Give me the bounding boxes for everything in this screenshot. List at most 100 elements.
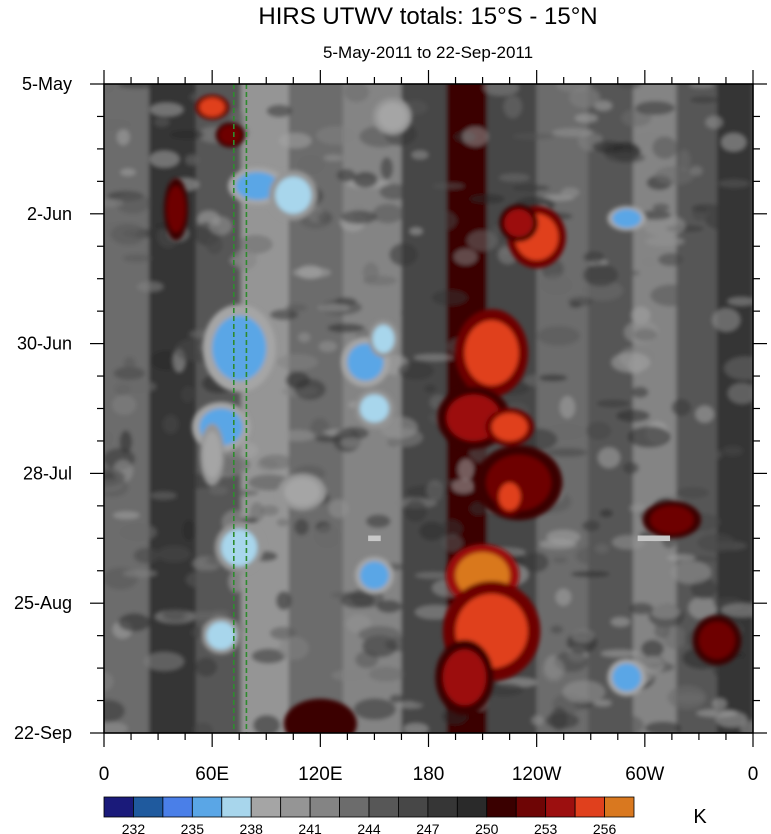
texture-cell xyxy=(712,308,741,332)
texture-cell xyxy=(629,504,647,513)
texture-cell xyxy=(695,405,715,423)
texture-cell xyxy=(705,116,723,129)
feature-core-1 xyxy=(219,125,242,145)
texture-cell xyxy=(641,257,658,267)
texture-cell xyxy=(432,182,465,190)
texture-cell xyxy=(635,101,675,115)
colorbar-swatch-3 xyxy=(191,796,223,818)
texture-cell xyxy=(104,477,129,498)
texture-cell xyxy=(645,236,685,247)
texture-cell xyxy=(228,570,245,593)
texture-cell xyxy=(419,521,445,541)
texture-cell xyxy=(546,447,588,458)
x-axis-ticks: 0 60E 120E 180 120W 60W 0 xyxy=(99,70,758,785)
texture-cell xyxy=(104,430,114,447)
x-tick-label-0: 0 xyxy=(99,764,110,785)
feature-core-23 xyxy=(442,649,487,706)
texture-cell xyxy=(250,397,287,416)
texture-cell xyxy=(110,223,147,246)
texture-cell xyxy=(133,547,160,564)
colorbar-swatch-0 xyxy=(103,796,134,818)
texture-cell xyxy=(249,502,265,523)
texture-cell xyxy=(118,613,151,632)
feature-core-19 xyxy=(498,482,521,511)
colorbar-label-3: 241 xyxy=(298,821,322,834)
texture-cell xyxy=(678,149,691,173)
missing-data-1 xyxy=(637,535,671,542)
texture-cell xyxy=(537,325,580,346)
texture-cell xyxy=(239,234,273,254)
texture-cell xyxy=(298,332,311,343)
texture-cell xyxy=(717,179,751,188)
reference-lines xyxy=(233,84,248,733)
texture-cell xyxy=(451,478,476,494)
texture-cell xyxy=(542,658,565,682)
texture-cell xyxy=(540,274,573,296)
texture-cell xyxy=(592,129,614,136)
texture-cell xyxy=(412,240,434,248)
texture-cell xyxy=(687,231,701,254)
texture-cell xyxy=(358,625,401,643)
texture-cell xyxy=(343,84,370,103)
texture-cell xyxy=(285,303,308,312)
texture-cell xyxy=(531,715,544,726)
texture-cell xyxy=(104,699,125,723)
texture-cell xyxy=(561,187,580,198)
texture-cell xyxy=(650,604,681,620)
texture-cell xyxy=(208,216,233,236)
texture-cell xyxy=(667,554,696,562)
colorbar-swatch-4 xyxy=(221,796,252,818)
texture-cell xyxy=(209,486,228,495)
texture-cell xyxy=(362,262,379,283)
texture-cell xyxy=(182,519,196,542)
texture-cell xyxy=(469,194,505,204)
texture-cell xyxy=(353,171,378,188)
texture-cell xyxy=(671,560,712,585)
texture-cell xyxy=(285,371,311,389)
texture-cell xyxy=(658,253,684,267)
texture-cell xyxy=(276,591,292,611)
texture-cell xyxy=(276,354,319,371)
background-bands xyxy=(104,84,753,733)
colorbar-swatch-15 xyxy=(545,796,576,818)
feature-core-0 xyxy=(199,97,225,117)
texture-cell xyxy=(409,227,423,236)
texture-cell xyxy=(162,609,189,622)
texture-cell xyxy=(104,672,114,692)
texture-cell xyxy=(425,209,458,232)
texture-cell xyxy=(144,651,185,671)
texture-cell xyxy=(675,486,710,499)
texture-cell xyxy=(185,569,228,590)
texture-cell xyxy=(644,721,682,733)
texture-cell xyxy=(616,409,650,423)
texture-cell xyxy=(611,352,651,373)
colorbar-swatch-13 xyxy=(486,796,517,818)
texture-cell xyxy=(111,394,137,416)
texture-cell xyxy=(570,570,610,578)
texture-cell xyxy=(523,552,549,573)
colorbar-label-6: 250 xyxy=(475,821,499,834)
texture-cell xyxy=(313,524,341,549)
texture-cell xyxy=(503,95,523,119)
texture-cell xyxy=(411,150,429,160)
y-tick-label-5: 22-Sep xyxy=(14,723,72,743)
texture-cell xyxy=(340,436,364,449)
texture-cell xyxy=(120,168,136,177)
texture-cell xyxy=(612,715,644,733)
y-tick-label-4: 25-Aug xyxy=(14,593,72,613)
colorbar-swatch-10 xyxy=(398,796,429,818)
texture-cell xyxy=(403,723,429,733)
texture-cell xyxy=(712,661,742,679)
texture-cell xyxy=(278,636,309,661)
texture-cell xyxy=(571,629,595,644)
texture-cell xyxy=(629,602,654,615)
feature-core-20 xyxy=(650,505,694,534)
texture-cell xyxy=(696,709,738,718)
texture-cell xyxy=(426,479,444,501)
texture-cell xyxy=(119,430,133,454)
texture-cell xyxy=(162,414,179,434)
texture-cell xyxy=(574,113,598,123)
feature-core-25 xyxy=(359,561,389,590)
texture-cell xyxy=(404,500,428,523)
texture-cell xyxy=(116,128,130,146)
